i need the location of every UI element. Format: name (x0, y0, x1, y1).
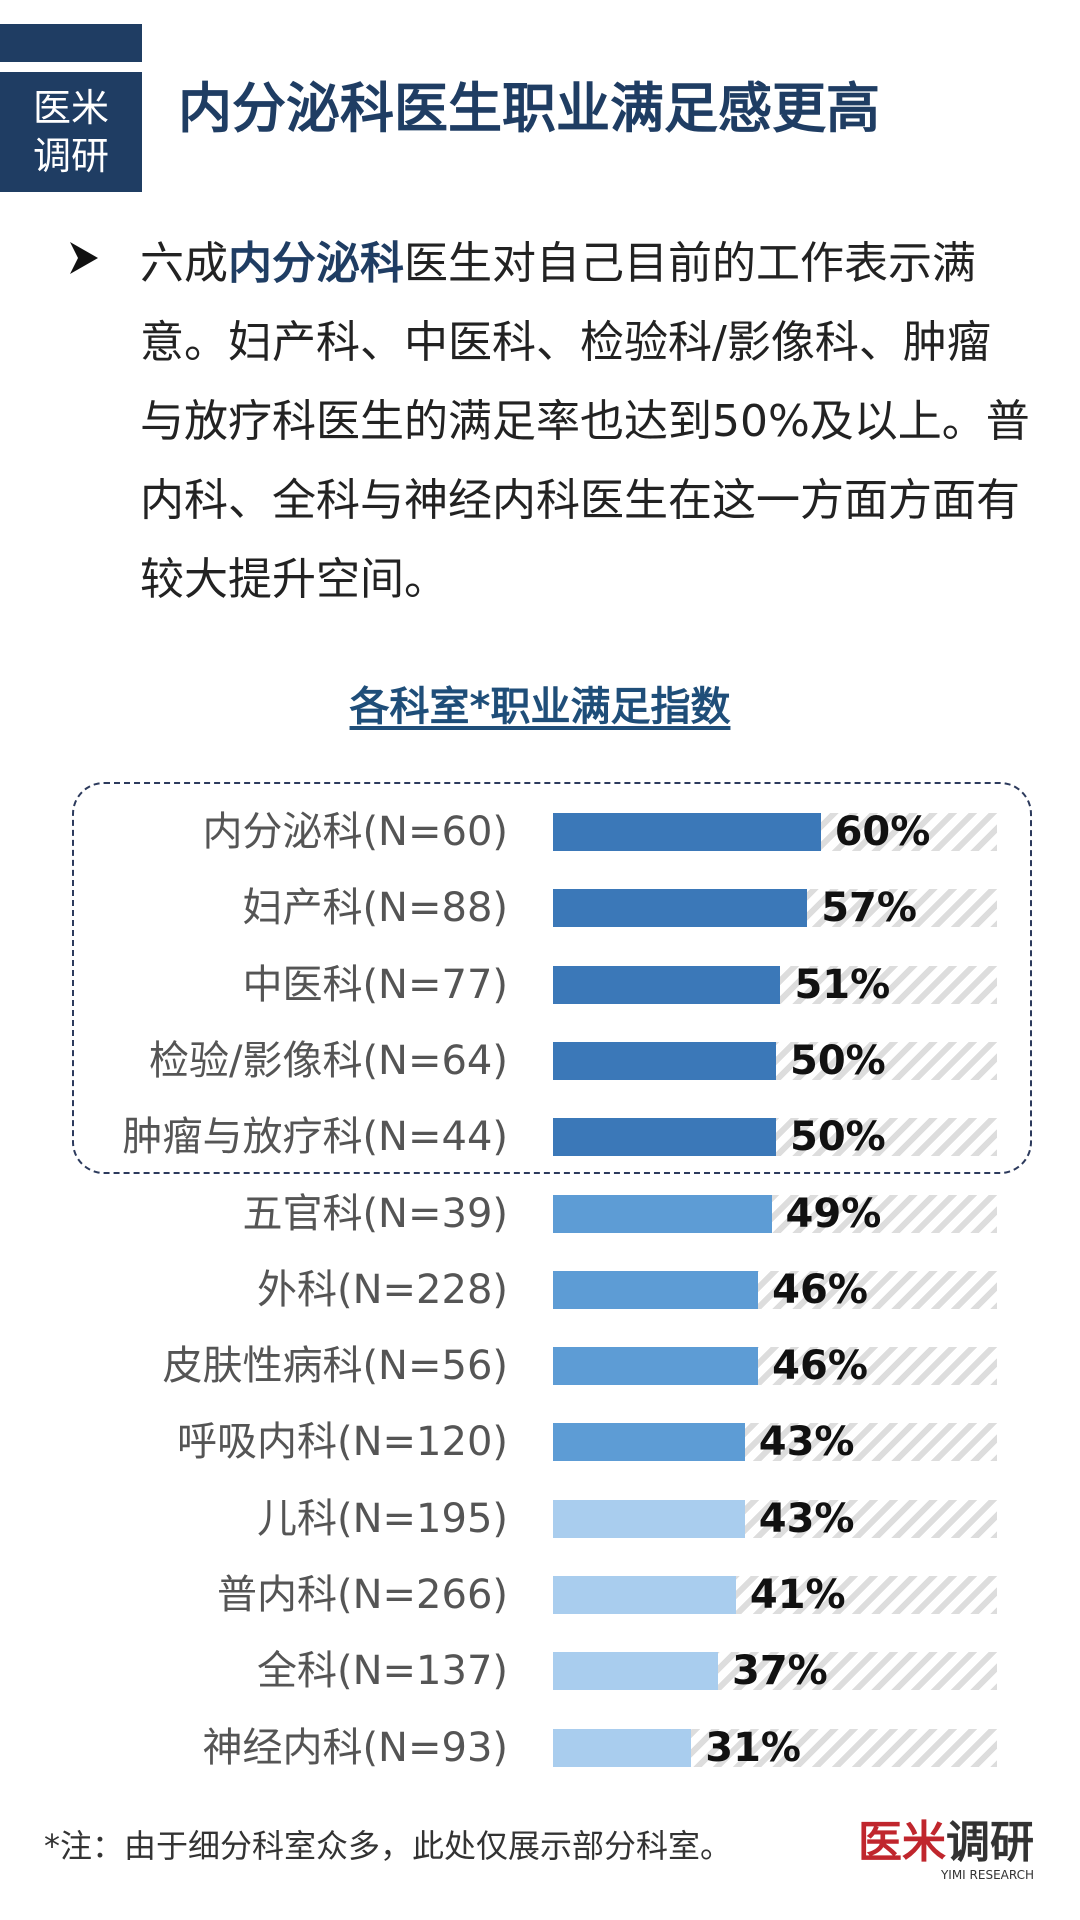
bar-category-label: 中医科(N=77) (242, 961, 508, 1008)
top-group-highlight-box (72, 782, 1032, 1174)
brand-name-red: 医米 (858, 1817, 946, 1868)
brand-subtitle: YIMI RESEARCH (940, 1868, 1034, 1882)
bar-category-label: 五官科(N=39) (242, 1190, 508, 1237)
bar-value-label: 51% (794, 961, 891, 1008)
brand-logo: 医米调研 YIMI RESEARCH (858, 1818, 1058, 1892)
bar (553, 1347, 759, 1386)
intro-highlight: 内分泌科 (228, 238, 404, 289)
footnote: *注：由于细分科室众多，此处仅展示部分科室。 (44, 1827, 733, 1865)
chart-title: 各科室*职业满足指数 (349, 684, 731, 730)
bar-category-label: 皮肤性病科(N=56) (162, 1343, 508, 1390)
bar-value-label: 50% (790, 1037, 886, 1084)
bar-value-label: 43% (758, 1419, 855, 1466)
arrow-bullet-icon (70, 242, 98, 274)
intro-paragraph: 六成内分泌科医生对自己目前的工作表示满意。妇产科、中医科、检验科/影像科、肿瘤与… (140, 224, 1030, 619)
bar-category-label: 检验/影像科(N=64) (148, 1037, 508, 1084)
bar (553, 1499, 745, 1538)
bar-value-label: 57% (821, 885, 917, 932)
logo-line-1: 医米 (32, 86, 109, 130)
brand-name-grey: 调研 (946, 1817, 1034, 1868)
bar-category-label: 外科(N=228) (257, 1266, 508, 1313)
header-accent-bar (0, 24, 142, 62)
bar (553, 889, 808, 928)
bar (553, 1728, 692, 1767)
intro-prefix: 六成 (140, 238, 228, 289)
bar (553, 813, 821, 851)
bar-category-label: 妇产科(N=88) (242, 885, 508, 932)
bar (553, 1576, 736, 1614)
bar-category-label: 普内科(N=266) (217, 1572, 508, 1618)
bar-value-label: 41% (749, 1572, 846, 1618)
bar-category-label: 儿科(N=195) (257, 1495, 508, 1542)
bar-value-label: 46% (772, 1343, 868, 1390)
intro-rest: 医生对自己目前的工作表示满意。妇产科、中医科、检验科/影像科、肿瘤与放疗科医生的… (140, 238, 1030, 605)
bar (553, 1118, 776, 1157)
bar-value-label: 50% (790, 1114, 886, 1161)
bar-value-label: 60% (834, 809, 931, 855)
bar-category-label: 神经内科(N=93) (202, 1724, 508, 1771)
bar-category-label: 内分泌科(N=60) (202, 809, 508, 855)
bar (553, 1270, 759, 1309)
bar (553, 1194, 772, 1233)
bar (553, 965, 781, 1004)
bar-value-label: 31% (705, 1724, 801, 1771)
bar-category-label: 全科(N=137) (257, 1648, 508, 1695)
page-title: 内分泌科医生职业满足感更高 (178, 77, 880, 140)
logo-badge: 医米 调研 (0, 72, 142, 192)
bar (553, 1423, 745, 1462)
bar-value-label: 43% (758, 1495, 855, 1542)
bar-category-label: 肿瘤与放疗科(N=44) (122, 1114, 508, 1161)
logo-line-2: 调研 (32, 134, 109, 178)
bar (553, 1041, 776, 1080)
bar-category-label: 呼吸内科(N=120) (177, 1419, 508, 1466)
bar-value-label: 37% (732, 1648, 828, 1695)
bar-value-label: 46% (772, 1266, 868, 1313)
bar-value-label: 49% (785, 1190, 882, 1237)
bar (553, 1652, 719, 1691)
